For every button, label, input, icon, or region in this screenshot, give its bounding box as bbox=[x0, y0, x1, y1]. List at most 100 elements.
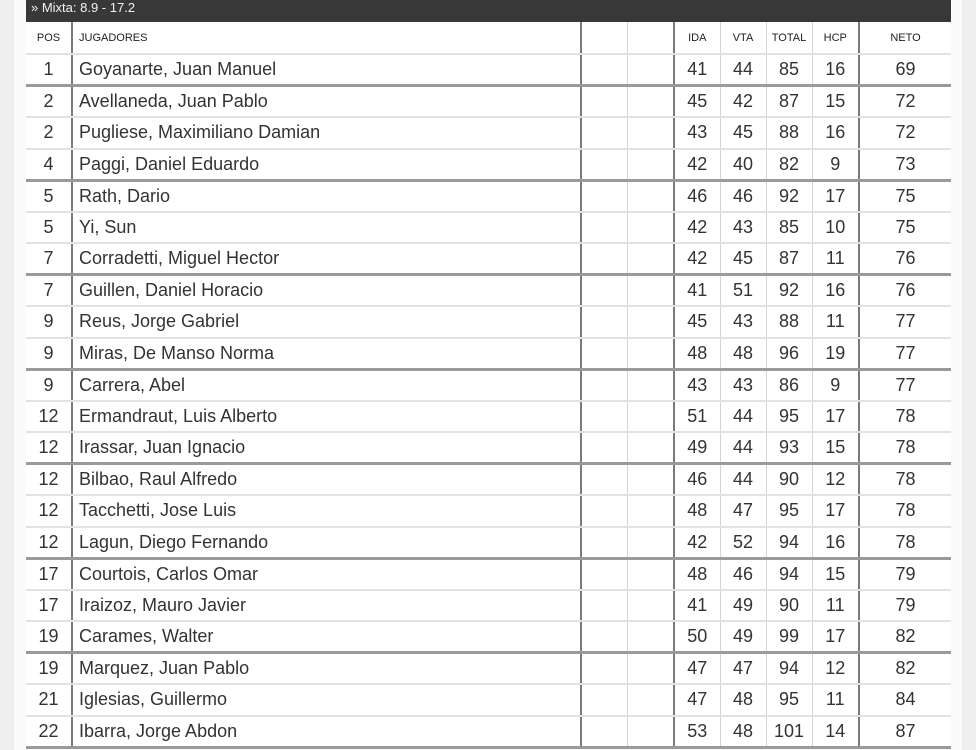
table-row: 7 Guillen, Daniel Horacio 41 51 92 16 76 bbox=[26, 274, 951, 307]
cell-player: Lagun, Diego Fernando bbox=[72, 526, 582, 560]
cell-player: Corradetti, Miguel Hector bbox=[72, 243, 582, 276]
cell-pos: 5 bbox=[26, 211, 73, 244]
cell-blank bbox=[581, 589, 628, 622]
cell-vta: 42 bbox=[720, 85, 767, 118]
cell-hcp: 16 bbox=[812, 526, 860, 560]
header-players: JUGADORES bbox=[72, 22, 582, 55]
cell-blank bbox=[627, 684, 675, 717]
cell-hcp: 11 bbox=[812, 589, 860, 622]
cell-hcp: 12 bbox=[812, 652, 860, 685]
cell-blank bbox=[627, 243, 675, 276]
cell-vta: 43 bbox=[720, 306, 767, 339]
cell-vta: 46 bbox=[720, 558, 767, 591]
cell-pos: 22 bbox=[26, 715, 73, 749]
cell-total: 82 bbox=[766, 148, 813, 182]
cell-blank bbox=[581, 684, 628, 717]
cell-player: Irassar, Juan Ignacio bbox=[72, 432, 582, 465]
header-ida: IDA bbox=[674, 22, 721, 55]
cell-pos: 17 bbox=[26, 589, 73, 622]
cell-neto: 76 bbox=[859, 243, 951, 276]
cell-hcp: 11 bbox=[812, 243, 860, 276]
cell-player: Carrera, Abel bbox=[72, 369, 582, 402]
cell-vta: 48 bbox=[720, 337, 767, 371]
cell-pos: 9 bbox=[26, 337, 73, 371]
cell-blank bbox=[581, 400, 628, 433]
cell-blank bbox=[581, 621, 628, 654]
cell-hcp: 17 bbox=[812, 621, 860, 654]
cell-player: Marquez, Juan Pablo bbox=[72, 652, 582, 685]
cell-ida: 43 bbox=[674, 369, 721, 402]
cell-blank bbox=[627, 589, 675, 622]
cell-blank bbox=[581, 526, 628, 560]
cell-vta: 43 bbox=[720, 211, 767, 244]
cell-pos: 9 bbox=[26, 306, 73, 339]
cell-vta: 40 bbox=[720, 148, 767, 182]
cell-hcp: 11 bbox=[812, 306, 860, 339]
cell-blank bbox=[627, 621, 675, 654]
table-row: 2 Avellaneda, Juan Pablo 45 42 87 15 72 bbox=[26, 85, 951, 118]
cell-ida: 49 bbox=[674, 432, 721, 465]
cell-blank bbox=[581, 306, 628, 339]
cell-pos: 7 bbox=[26, 243, 73, 276]
cell-neto: 79 bbox=[859, 589, 951, 622]
cell-total: 87 bbox=[766, 85, 813, 118]
table-row: 22 Ibarra, Jorge Abdon 53 48 101 14 87 bbox=[26, 715, 951, 749]
cell-total: 95 bbox=[766, 495, 813, 528]
cell-vta: 44 bbox=[720, 432, 767, 465]
cell-total: 93 bbox=[766, 432, 813, 465]
cell-hcp: 9 bbox=[812, 148, 860, 182]
cell-total: 88 bbox=[766, 117, 813, 150]
table-row: 1 Goyanarte, Juan Manuel 41 44 85 16 69 bbox=[26, 54, 951, 87]
cell-player: Paggi, Daniel Eduardo bbox=[72, 148, 582, 182]
cell-total: 95 bbox=[766, 684, 813, 717]
cell-total: 87 bbox=[766, 243, 813, 276]
table-row: 12 Bilbao, Raul Alfredo 46 44 90 12 78 bbox=[26, 463, 951, 496]
cell-player: Bilbao, Raul Alfredo bbox=[72, 463, 582, 496]
cell-neto: 78 bbox=[859, 400, 951, 433]
cell-blank bbox=[627, 715, 675, 749]
cell-pos: 12 bbox=[26, 495, 73, 528]
table-row: 12 Tacchetti, Jose Luis 48 47 95 17 78 bbox=[26, 495, 951, 528]
cell-pos: 17 bbox=[26, 558, 73, 591]
header-pos: POS bbox=[26, 22, 73, 55]
cell-pos: 21 bbox=[26, 684, 73, 717]
cell-pos: 12 bbox=[26, 526, 73, 560]
cell-blank bbox=[627, 54, 675, 87]
cell-hcp: 16 bbox=[812, 274, 860, 307]
cell-total: 96 bbox=[766, 337, 813, 371]
cell-blank bbox=[581, 54, 628, 87]
cell-blank bbox=[581, 558, 628, 591]
cell-blank bbox=[627, 337, 675, 371]
cell-pos: 4 bbox=[26, 148, 73, 182]
cell-player: Iglesias, Guillermo bbox=[72, 684, 582, 717]
cell-total: 101 bbox=[766, 715, 813, 749]
cell-player: Ibarra, Jorge Abdon bbox=[72, 715, 582, 749]
cell-blank bbox=[581, 337, 628, 371]
cell-vta: 44 bbox=[720, 400, 767, 433]
cell-total: 94 bbox=[766, 526, 813, 560]
cell-pos: 9 bbox=[26, 369, 73, 402]
cell-blank bbox=[581, 274, 628, 307]
cell-pos: 12 bbox=[26, 432, 73, 465]
cell-blank bbox=[581, 243, 628, 276]
cell-hcp: 14 bbox=[812, 715, 860, 749]
cell-vta: 44 bbox=[720, 54, 767, 87]
cell-ida: 46 bbox=[674, 463, 721, 496]
cell-total: 90 bbox=[766, 463, 813, 496]
table-row: 17 Courtois, Carlos Omar 48 46 94 15 79 bbox=[26, 558, 951, 591]
cell-ida: 45 bbox=[674, 85, 721, 118]
cell-vta: 51 bbox=[720, 274, 767, 307]
cell-blank bbox=[627, 463, 675, 496]
cell-vta: 46 bbox=[720, 180, 767, 213]
cell-neto: 77 bbox=[859, 369, 951, 402]
cell-pos: 19 bbox=[26, 621, 73, 654]
cell-pos: 12 bbox=[26, 463, 73, 496]
cell-ida: 50 bbox=[674, 621, 721, 654]
cell-vta: 52 bbox=[720, 526, 767, 560]
cell-pos: 7 bbox=[26, 274, 73, 307]
cell-blank bbox=[581, 180, 628, 213]
cell-pos: 5 bbox=[26, 180, 73, 213]
cell-hcp: 17 bbox=[812, 180, 860, 213]
header-blank-1 bbox=[581, 22, 628, 55]
cell-vta: 44 bbox=[720, 463, 767, 496]
